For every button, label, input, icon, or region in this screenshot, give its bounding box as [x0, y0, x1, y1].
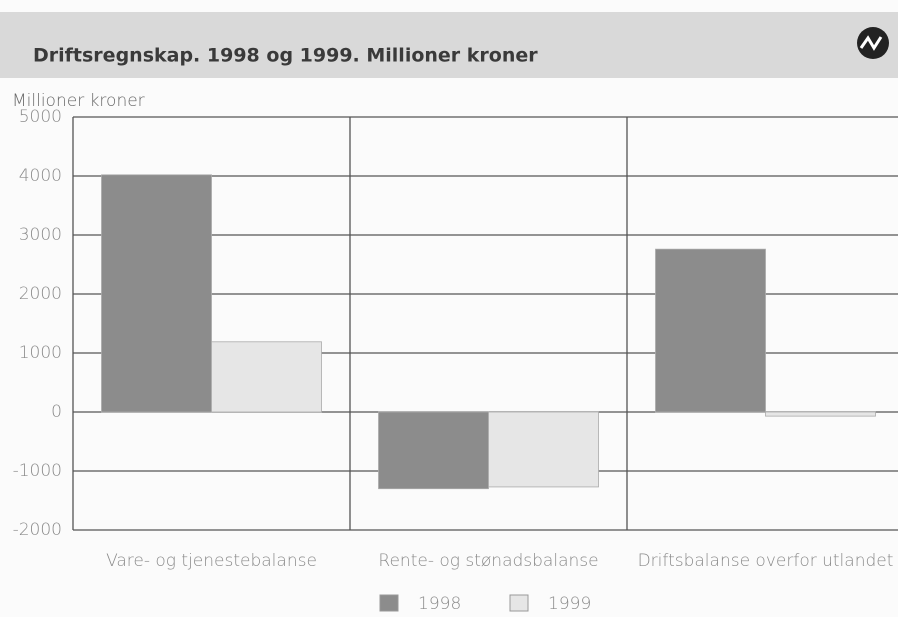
y-tick-label: 3000: [19, 225, 62, 245]
logo: [857, 27, 889, 59]
chart-title: Driftsregnskap. 1998 og 1999. Millioner …: [33, 45, 538, 67]
y-tick-label: 5000: [19, 107, 62, 127]
y-tick-label: -1000: [13, 461, 62, 481]
y-tick-label: 0: [51, 402, 62, 422]
bar: [488, 411, 599, 488]
legend-label: 1999: [548, 594, 591, 614]
x-tick-label: Driftsbalanse overfor utlandet: [638, 551, 894, 571]
bar: [378, 411, 489, 490]
y-tick-label: 1000: [19, 343, 62, 363]
bar: [101, 174, 212, 413]
y-axis-label: Millioner kroner: [12, 91, 145, 111]
legend-swatch: [379, 594, 399, 612]
y-tick-label: 2000: [19, 284, 62, 304]
y-tick-label: -2000: [13, 520, 62, 540]
bar: [655, 248, 766, 413]
legend-label: 1998: [418, 594, 461, 614]
bar: [211, 341, 322, 413]
x-tick-label: Vare- og tjenestebalanse: [106, 551, 317, 571]
x-tick-label: Rente- og stønadsbalanse: [378, 551, 598, 571]
y-tick-label: 4000: [19, 166, 62, 186]
legend-swatch: [509, 594, 529, 612]
bar: [765, 411, 876, 417]
title-band: [0, 12, 898, 78]
